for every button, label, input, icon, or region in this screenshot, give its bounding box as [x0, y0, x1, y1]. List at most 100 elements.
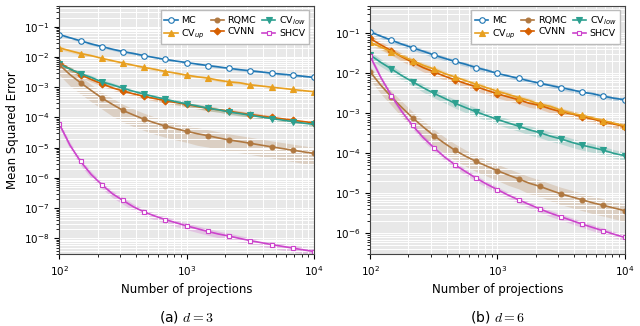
SHCV	[409, 124, 417, 127]
MC	[611, 96, 618, 100]
CV$_{low}$	[109, 83, 116, 87]
MC	[568, 88, 575, 92]
CV$_{low}$	[98, 80, 106, 84]
Line: CV$_{low}$: CV$_{low}$	[56, 61, 317, 127]
MC	[214, 65, 222, 69]
RQMC	[493, 169, 501, 173]
RQMC	[214, 136, 222, 140]
MC	[56, 33, 63, 37]
SHCV	[193, 227, 201, 231]
Text: (b) $d=6$: (b) $d=6$	[470, 309, 525, 325]
CVNN	[461, 82, 469, 85]
CVNN	[387, 49, 395, 53]
CV$_{low}$	[225, 110, 233, 114]
MC	[109, 47, 116, 51]
RQMC	[472, 159, 480, 163]
CVNN	[109, 86, 116, 90]
RQMC	[140, 117, 148, 121]
MC	[504, 74, 512, 78]
CV$_{low}$	[600, 148, 607, 152]
SHCV	[600, 229, 607, 233]
CV$_{up}$	[119, 61, 127, 65]
SHCV	[268, 243, 275, 246]
CVNN	[504, 95, 512, 99]
CVNN	[236, 111, 244, 115]
SHCV	[183, 224, 191, 228]
SHCV	[225, 234, 233, 238]
SHCV	[483, 182, 491, 186]
Legend: MC, CV$_{up}$, RQMC, CVNN, CV$_{low}$, SHCV: MC, CV$_{up}$, RQMC, CVNN, CV$_{low}$, S…	[472, 10, 620, 44]
CV$_{up}$	[236, 81, 244, 85]
CV$_{up}$	[310, 90, 318, 94]
CV$_{low}$	[461, 106, 469, 110]
MC	[268, 71, 275, 75]
CV$_{low}$	[289, 120, 296, 124]
RQMC	[246, 141, 254, 145]
SHCV	[257, 241, 265, 244]
CV$_{up}$	[204, 76, 212, 80]
CV$_{low}$	[579, 143, 586, 147]
CV$_{up}$	[493, 89, 501, 93]
MC	[225, 67, 233, 70]
CV$_{low}$	[621, 154, 628, 157]
CV$_{up}$	[140, 66, 148, 69]
CVNN	[88, 78, 95, 82]
CV$_{low}$	[557, 137, 565, 141]
CV$_{low}$	[589, 146, 596, 150]
SHCV	[88, 172, 95, 176]
MC	[472, 66, 480, 69]
CV$_{up}$	[547, 104, 554, 108]
SHCV	[536, 207, 544, 211]
RQMC	[366, 70, 374, 74]
CVNN	[440, 74, 448, 78]
RQMC	[236, 140, 244, 143]
CV$_{up}$	[387, 50, 395, 54]
CV$_{low}$	[387, 67, 395, 71]
SHCV	[98, 183, 106, 186]
CV$_{low}$	[377, 60, 385, 64]
RQMC	[589, 201, 596, 205]
CV$_{up}$	[183, 73, 191, 77]
CV$_{low}$	[172, 100, 180, 104]
CV$_{low}$	[77, 72, 84, 76]
CVNN	[225, 109, 233, 113]
CV$_{low}$	[398, 74, 406, 78]
MC	[310, 76, 318, 80]
CVNN	[268, 115, 275, 119]
CV$_{low}$	[611, 152, 618, 156]
MC	[377, 34, 385, 38]
CV$_{up}$	[483, 86, 491, 90]
RQMC	[440, 141, 448, 145]
CVNN	[119, 89, 127, 93]
RQMC	[611, 206, 618, 210]
CV$_{up}$	[621, 124, 628, 128]
CV$_{up}$	[440, 71, 448, 75]
SHCV	[547, 211, 554, 215]
CV$_{up}$	[504, 92, 512, 96]
CV$_{low}$	[246, 113, 254, 117]
Line: RQMC: RQMC	[57, 62, 316, 156]
MC	[515, 77, 522, 81]
RQMC	[430, 134, 438, 138]
CV$_{low}$	[236, 111, 244, 115]
SHCV	[493, 188, 501, 192]
CV$_{up}$	[461, 79, 469, 83]
CV$_{up}$	[419, 63, 427, 67]
CV$_{low}$	[119, 86, 127, 90]
RQMC	[130, 113, 138, 117]
CV$_{up}$	[515, 96, 522, 99]
RQMC	[119, 109, 127, 112]
RQMC	[310, 151, 318, 155]
CV$_{low}$	[140, 92, 148, 96]
CV$_{up}$	[472, 82, 480, 86]
CV$_{low}$	[193, 104, 201, 108]
MC	[289, 73, 296, 77]
CV$_{up}$	[66, 49, 74, 53]
RQMC	[547, 188, 554, 192]
SHCV	[430, 146, 438, 150]
CVNN	[193, 105, 201, 109]
SHCV	[461, 170, 469, 174]
CVNN	[77, 73, 84, 77]
CV$_{up}$	[268, 85, 275, 89]
SHCV	[611, 232, 618, 236]
